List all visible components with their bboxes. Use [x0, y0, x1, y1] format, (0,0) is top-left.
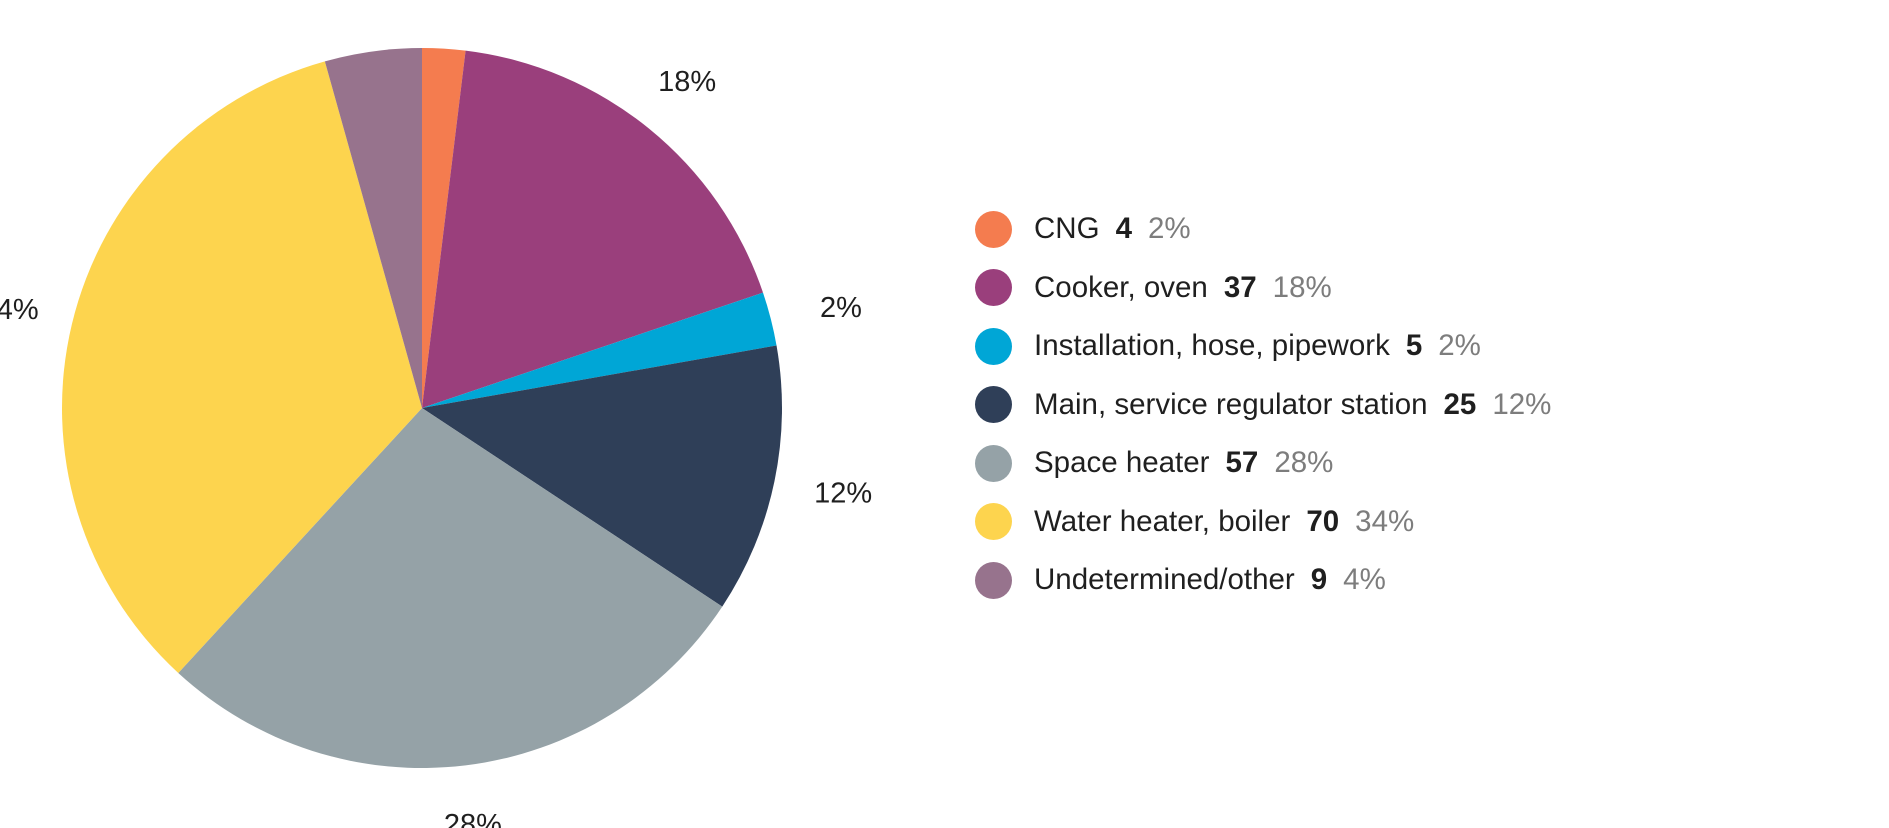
legend-percent: 2%	[1438, 329, 1481, 363]
legend: CNG 4 2% Cooker, oven 37 18% Installatio…	[975, 200, 1551, 610]
legend-percent: 28%	[1274, 446, 1334, 480]
slice-percent-label: 12%	[814, 478, 872, 510]
slice-percent-label: 2%	[435, 0, 477, 1]
pie-slice-installation-hose-pipework	[422, 292, 777, 408]
pie-slice-main-service-regulator-station	[422, 345, 782, 607]
slice-percent-label: 34%	[0, 294, 39, 326]
legend-count: 37	[1223, 270, 1257, 304]
legend-label: Cooker, oven	[1034, 270, 1208, 304]
legend-swatch-space-heater	[975, 444, 1012, 482]
legend-label: Undetermined/other	[1034, 563, 1295, 597]
legend-label: Main, service regulator station	[1034, 387, 1428, 421]
legend-item-space-heater: Space heater 57 28%	[975, 434, 1551, 493]
legend-label: Space heater	[1034, 446, 1210, 480]
legend-swatch-water-heater	[975, 503, 1012, 541]
legend-percent: 12%	[1492, 387, 1552, 421]
slice-percent-label: 2%	[820, 292, 862, 324]
legend-swatch-cng	[975, 210, 1012, 248]
legend-count: 4	[1115, 212, 1132, 246]
pie-slice-space-heater	[178, 408, 723, 769]
legend-count: 57	[1225, 446, 1259, 480]
legend-count: 9	[1310, 563, 1328, 597]
legend-item-cng: CNG 4 2%	[975, 200, 1551, 259]
legend-count: 70	[1306, 504, 1340, 538]
legend-count: 25	[1443, 387, 1477, 421]
legend-percent: 34%	[1355, 504, 1415, 538]
legend-percent: 18%	[1272, 270, 1332, 304]
pie-slice-cooker-oven	[422, 50, 763, 409]
legend-percent: 2%	[1147, 212, 1191, 246]
legend-swatch-undetermined	[975, 561, 1012, 599]
legend-swatch-main-service	[975, 386, 1012, 424]
legend-count: 5	[1405, 329, 1423, 363]
legend-label: Installation, hose, pipework	[1034, 329, 1390, 363]
legend-swatch-installation	[975, 327, 1012, 365]
legend-item-cooker-oven: Cooker, oven 37 18%	[975, 259, 1551, 318]
legend-item-main-service: Main, service regulator station 25 12%	[975, 376, 1551, 435]
pie-slice-water-heater-boiler	[61, 61, 422, 673]
legend-item-water-heater: Water heater, boiler 70 34%	[975, 493, 1551, 552]
slice-percent-label: 28%	[444, 809, 502, 828]
slice-percent-label: 18%	[658, 66, 716, 98]
legend-swatch-cooker-oven	[975, 269, 1012, 307]
pie-slice-undetermined-other	[324, 48, 422, 408]
legend-percent: 4%	[1343, 563, 1386, 597]
slice-percent-label: 4%	[336, 0, 378, 4]
pie-slice-cng	[422, 48, 466, 408]
legend-item-installation: Installation, hose, pipework 5 2%	[975, 317, 1551, 376]
legend-label: CNG	[1034, 212, 1100, 246]
legend-item-undetermined: Undetermined/other 9 4%	[975, 551, 1551, 610]
legend-label: Water heater, boiler	[1034, 504, 1291, 538]
